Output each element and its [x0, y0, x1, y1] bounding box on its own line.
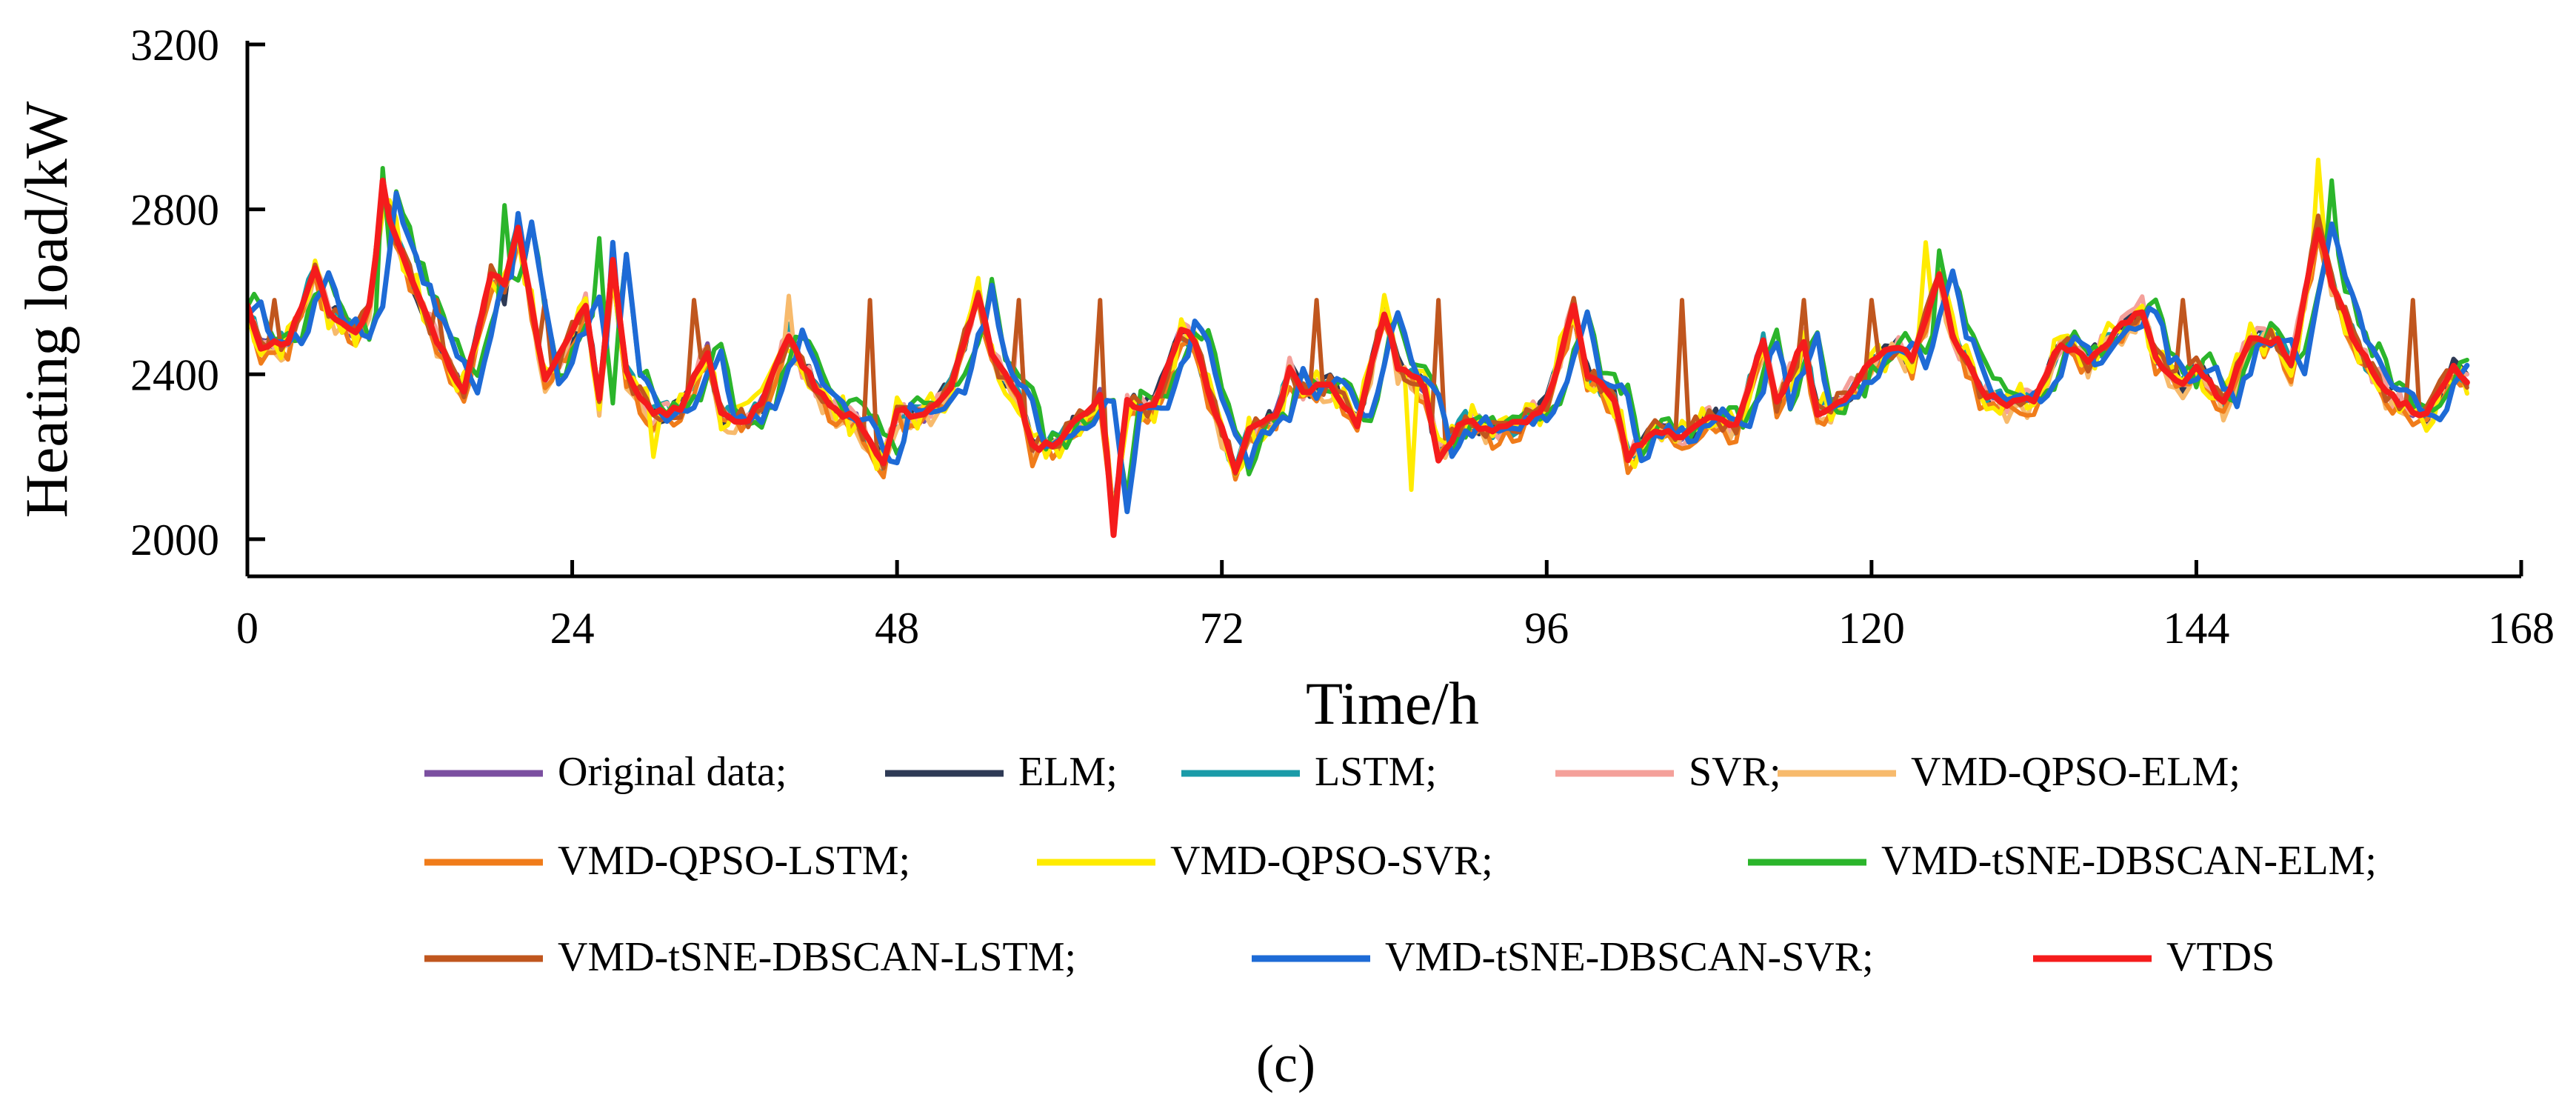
- legend-item: VMD-QPSO-ELM;: [1778, 749, 2240, 795]
- legend-item: Original data;: [424, 749, 787, 795]
- legend-item: SVR;: [1555, 749, 1781, 795]
- series-line-9: [247, 190, 2470, 515]
- y-axis-title: Heating load/kW: [13, 101, 80, 518]
- y-tick-label: 2400: [130, 350, 219, 399]
- series-line-0: [247, 189, 2469, 513]
- legend-label-name: Original data: [558, 749, 775, 795]
- legend-label-name: VTDS: [2166, 934, 2275, 980]
- legend-label: VMD-QPSO-LSTM;: [558, 838, 910, 884]
- legend-label: LSTM;: [1315, 749, 1437, 795]
- legend-item: VMD-tSNE-DBSCAN-LSTM;: [424, 934, 1076, 980]
- legend-separator: ;: [1481, 838, 1493, 884]
- legend-label-name: VMD-tSNE-DBSCAN-SVR: [1385, 934, 1863, 980]
- legend-separator: ;: [1862, 934, 1874, 980]
- legend-label: VMD-tSNE-DBSCAN-SVR;: [1385, 934, 1874, 980]
- series-line-10: [247, 177, 2470, 539]
- legend-item: VTDS: [2033, 934, 2275, 980]
- legend-label: VMD-QPSO-SVR;: [1170, 838, 1493, 884]
- series-layer: [247, 157, 2470, 539]
- legend-label: VMD-QPSO-ELM;: [1911, 749, 2240, 795]
- series-line-8: [247, 196, 2469, 517]
- x-tick-label: 120: [1838, 604, 1905, 653]
- legend-label: VTDS: [2166, 934, 2275, 980]
- legend-label: Original data;: [558, 749, 787, 795]
- legend-separator: ;: [775, 749, 787, 795]
- y-tick-label: 2800: [130, 186, 219, 235]
- series-line-3: [247, 194, 2469, 517]
- legend-label-name: SVR: [1689, 749, 1770, 795]
- legend-item: VMD-tSNE-DBSCAN-ELM;: [1748, 838, 2377, 884]
- legend-label-name: VMD-tSNE-DBSCAN-ELM: [1881, 838, 2365, 884]
- legend-item: LSTM;: [1181, 749, 1437, 795]
- series-line-5: [247, 195, 2469, 524]
- series-line-2: [247, 199, 2469, 516]
- legend-item: VMD-tSNE-DBSCAN-SVR;: [1252, 934, 1874, 980]
- legend-separator: ;: [1065, 934, 1077, 980]
- legend-separator: ;: [1769, 749, 1781, 795]
- panel-label: (c): [1256, 1034, 1315, 1093]
- legend-separator: ;: [1106, 749, 1118, 795]
- x-tick-label: 48: [875, 604, 919, 653]
- legend-label: VMD-tSNE-DBSCAN-LSTM;: [558, 934, 1076, 980]
- series-line-1: [247, 202, 2469, 515]
- legend-item: VMD-QPSO-LSTM;: [424, 838, 910, 884]
- series-line-4: [247, 196, 2469, 524]
- tick-labels: 0 24 48 72 96 120 144 168 2000 2400 2800 3200: [130, 21, 2555, 653]
- legend-label-name: VMD-QPSO-ELM: [1911, 749, 2229, 795]
- legend-separator: ;: [1425, 749, 1437, 795]
- x-tick-label: 96: [1524, 604, 1569, 653]
- legend-label: VMD-tSNE-DBSCAN-ELM;: [1881, 838, 2377, 884]
- legend-item: VMD-QPSO-SVR;: [1037, 838, 1493, 884]
- legend-separator: ;: [2365, 838, 2377, 884]
- legend-label-name: VMD-QPSO-SVR: [1170, 838, 1482, 884]
- legend-label-name: VMD-QPSO-LSTM: [558, 838, 899, 884]
- y-tick-label: 3200: [130, 21, 219, 70]
- x-axis-title: Time/h: [1306, 670, 1479, 737]
- legend-label-name: LSTM: [1315, 749, 1425, 795]
- x-tick-label: 0: [236, 604, 258, 653]
- x-tick-label: 144: [2163, 604, 2229, 653]
- x-tick-label: 168: [2488, 604, 2555, 653]
- legend-label-name: VMD-tSNE-DBSCAN-LSTM: [558, 934, 1065, 980]
- legend-label: ELM;: [1018, 749, 1118, 795]
- y-tick-label: 2000: [130, 516, 219, 564]
- axes: [245, 41, 2523, 579]
- legend-separator: ;: [2229, 749, 2240, 795]
- legend-label-name: ELM: [1018, 749, 1106, 795]
- x-tick-label: 24: [550, 604, 595, 653]
- legend: Original data; ELM; LSTM; SVR; VMD-QPSO-ELM;…: [424, 749, 2377, 980]
- legend-separator: ;: [899, 838, 911, 884]
- legend-label: SVR;: [1689, 749, 1781, 795]
- x-tick-label: 72: [1200, 604, 1244, 653]
- legend-item: ELM;: [885, 749, 1118, 795]
